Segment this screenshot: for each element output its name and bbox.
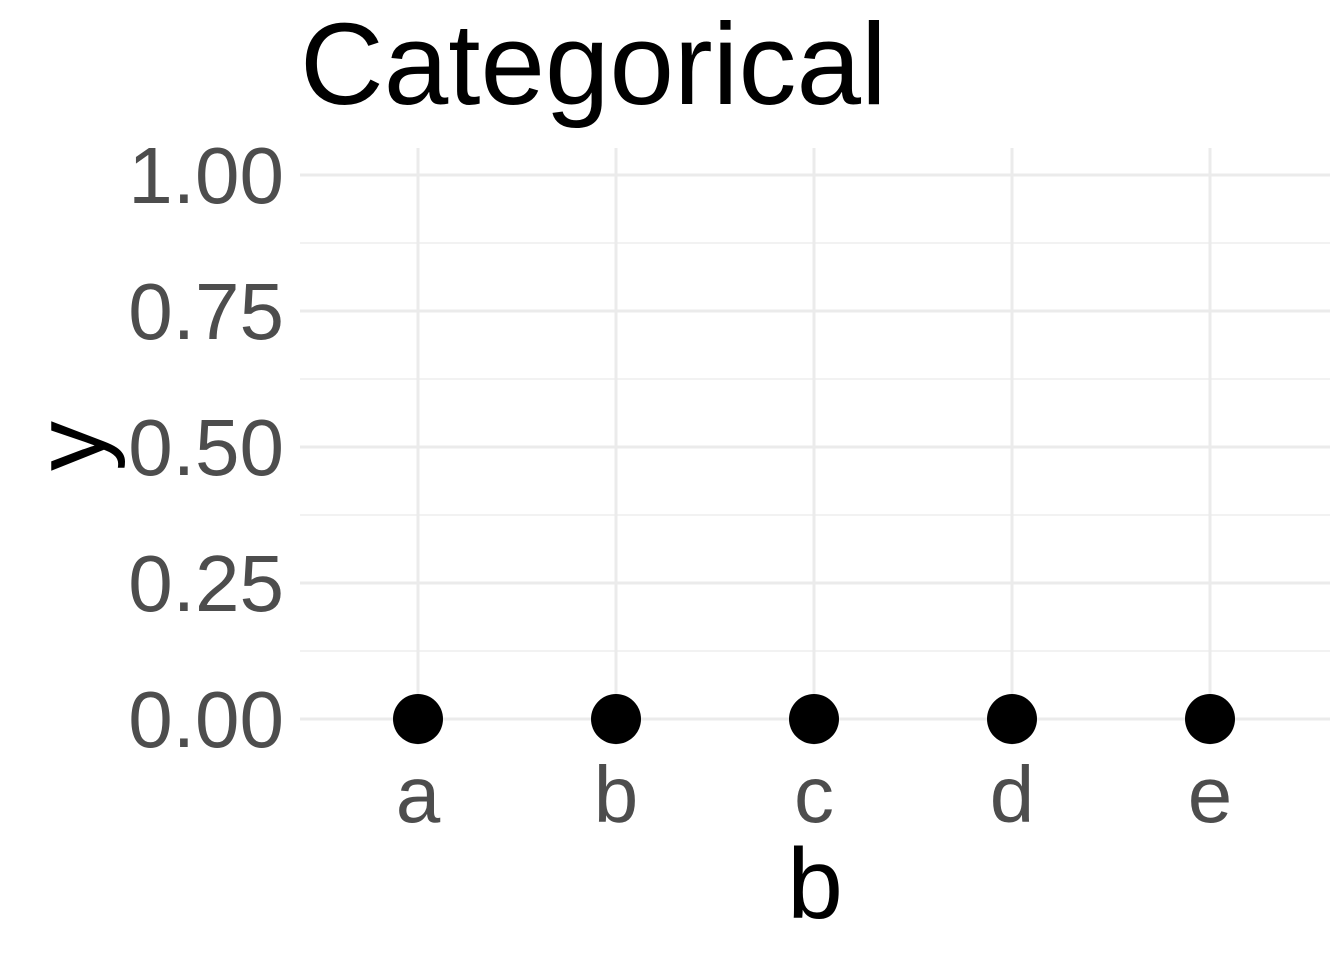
data-points bbox=[393, 694, 1235, 744]
y-axis-title: y bbox=[14, 421, 126, 471]
x-axis-title: b bbox=[787, 828, 843, 940]
data-point bbox=[1185, 694, 1235, 744]
x-tick-label: e bbox=[1188, 750, 1233, 839]
y-tick-label: 0.75 bbox=[128, 267, 284, 356]
x-tick-label: d bbox=[990, 750, 1035, 839]
y-tick-label: 1.00 bbox=[128, 131, 284, 220]
data-point bbox=[789, 694, 839, 744]
y-tick-label: 0.50 bbox=[128, 403, 284, 492]
chart-title: Categorical bbox=[300, 0, 887, 129]
data-point bbox=[987, 694, 1037, 744]
y-tick-label: 0.00 bbox=[128, 675, 284, 764]
x-tick-label: c bbox=[794, 750, 834, 839]
data-point bbox=[591, 694, 641, 744]
x-tick-label: b bbox=[594, 750, 639, 839]
y-tick-label: 0.25 bbox=[128, 539, 284, 628]
grid-major bbox=[300, 148, 1330, 745]
x-tick-label: a bbox=[396, 750, 441, 839]
x-axis-ticks: a b c d e bbox=[396, 750, 1233, 839]
y-axis-ticks: 0.00 0.25 0.50 0.75 1.00 bbox=[128, 131, 284, 764]
data-point bbox=[393, 694, 443, 744]
